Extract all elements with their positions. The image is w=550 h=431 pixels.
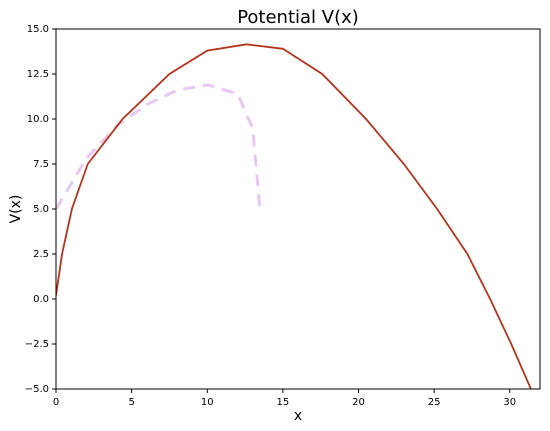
chart-title: Potential V(x) xyxy=(237,7,359,28)
y-tick-label: 5.0 xyxy=(33,204,49,215)
x-axis-label: x xyxy=(294,408,302,424)
y-tick-label: 7.5 xyxy=(33,159,49,170)
x-tick-label: 5 xyxy=(128,397,134,408)
data-line xyxy=(56,43,532,389)
plot-frame xyxy=(55,28,541,390)
y-axis-label: V(x) xyxy=(8,195,24,224)
x-tick-label: 25 xyxy=(428,397,441,408)
x-tick-label: 15 xyxy=(277,397,290,408)
y-tick-label: 10.0 xyxy=(27,114,49,125)
y-tick-label: 2.5 xyxy=(33,249,49,260)
y-tick-label: 12.5 xyxy=(27,69,49,80)
x-tick-label: 30 xyxy=(503,397,516,408)
x-tick-label: 0 xyxy=(53,397,59,408)
x-tick-label: 20 xyxy=(352,397,365,408)
data-line xyxy=(56,83,262,213)
x-tick-label: 10 xyxy=(201,397,214,408)
y-tick-label: −2.5 xyxy=(25,339,49,350)
y-tick-label: 0.0 xyxy=(33,294,49,305)
y-tick-label: 15.0 xyxy=(27,24,49,35)
y-tick-label: −5.0 xyxy=(25,384,49,395)
